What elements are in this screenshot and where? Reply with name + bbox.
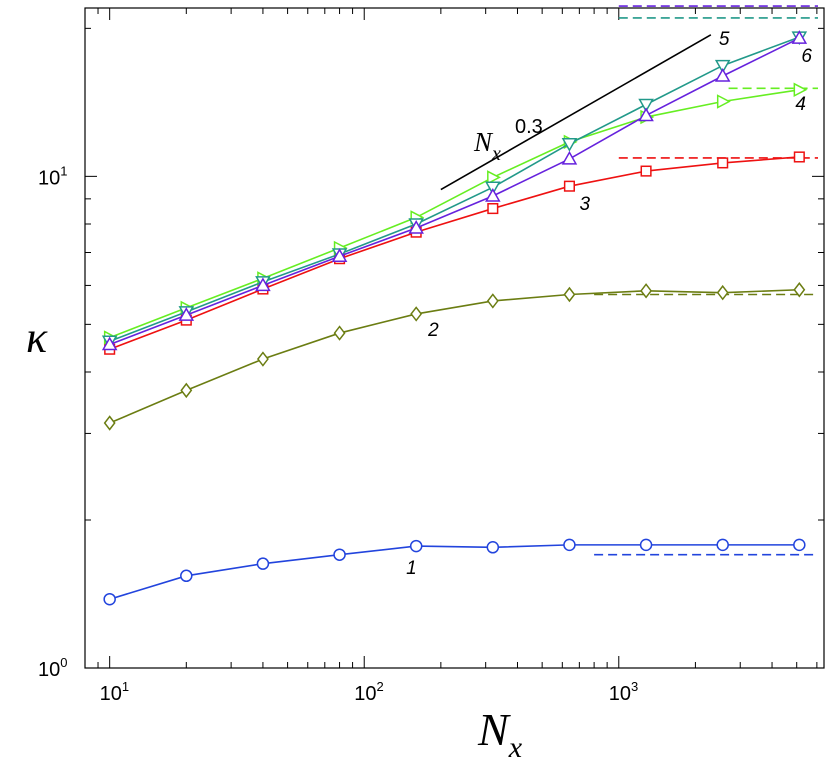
data-point-series-5 xyxy=(714,59,731,74)
data-point-series-2 xyxy=(333,325,346,341)
series-1 xyxy=(103,538,806,606)
data-point-series-1 xyxy=(333,548,346,561)
data-point-series-3 xyxy=(793,151,805,163)
data-point-series-2 xyxy=(563,286,576,303)
x-tick-label: 102 xyxy=(354,679,383,705)
series-2 xyxy=(103,282,806,431)
x-axis-label-symbol: N xyxy=(477,704,511,755)
data-point-series-3 xyxy=(717,157,729,169)
data-point-series-1 xyxy=(409,539,423,553)
series-line-6 xyxy=(109,37,800,346)
data-point-series-1 xyxy=(793,538,806,552)
curve-label-1: 1 xyxy=(406,558,417,579)
curve-label-6: 6 xyxy=(801,46,812,67)
series-5 xyxy=(101,31,808,350)
x-axis-label-subscript: x xyxy=(508,731,523,764)
slope-annotation-exponent: 0.3 xyxy=(515,116,543,138)
data-point-series-1 xyxy=(563,538,576,552)
y-tick-base: 10 xyxy=(38,167,60,189)
x-tick-base: 10 xyxy=(609,683,631,705)
data-point-series-2 xyxy=(103,415,116,431)
curve-label-2: 2 xyxy=(427,320,439,341)
data-point-series-2 xyxy=(793,282,806,298)
data-point-series-3 xyxy=(487,203,499,215)
y-tick-base: 10 xyxy=(38,659,60,681)
data-point-series-6 xyxy=(178,307,195,321)
series-line-5 xyxy=(109,36,800,342)
data-point-series-1 xyxy=(486,541,500,554)
slope-annotation-subscript: x xyxy=(491,143,501,165)
y-tick-exponent: 0 xyxy=(60,655,67,670)
x-tick-label: 101 xyxy=(100,679,129,705)
series-line-2 xyxy=(109,288,800,424)
curve-label-4: 4 xyxy=(795,94,806,115)
data-point-series-6 xyxy=(331,248,348,262)
data-point-series-2 xyxy=(640,283,653,299)
data-point-series-6 xyxy=(255,277,271,292)
series-line-4 xyxy=(109,88,800,339)
data-point-series-6 xyxy=(408,220,424,234)
data-point-series-2 xyxy=(486,293,499,309)
data-point-series-1 xyxy=(716,538,729,552)
series-4 xyxy=(103,82,808,345)
data-point-series-4 xyxy=(487,170,501,185)
curve-label-5: 5 xyxy=(719,29,730,50)
data-point-series-2 xyxy=(410,306,423,322)
data-point-series-2 xyxy=(716,284,729,301)
tick-group xyxy=(84,8,824,669)
data-point-series-1 xyxy=(103,592,116,606)
x-tick-exponent: 3 xyxy=(631,679,638,694)
data-point-series-2 xyxy=(180,382,193,399)
data-point-series-6 xyxy=(638,107,654,122)
data-point-series-3 xyxy=(563,180,575,192)
data-point-series-2 xyxy=(256,351,269,367)
slope-guide-line xyxy=(440,34,712,191)
data-point-series-1 xyxy=(639,538,653,552)
y-tick-label: 101 xyxy=(38,163,67,189)
y-axis-label: κ xyxy=(26,313,48,362)
data-point-series-5 xyxy=(638,98,654,113)
slope-annotation-symbol: N xyxy=(473,127,494,157)
data-point-series-1 xyxy=(180,569,193,583)
data-point-series-4 xyxy=(793,82,808,98)
x-tick-label: 103 xyxy=(609,679,638,705)
series-line-1 xyxy=(109,544,800,600)
y-tick-label: 100 xyxy=(38,655,67,681)
data-point-series-6 xyxy=(101,336,118,351)
data-point-series-5 xyxy=(561,137,578,152)
asymptote-group xyxy=(594,5,818,556)
series-group xyxy=(101,30,808,606)
curve-label-3: 3 xyxy=(579,194,590,215)
data-point-series-4 xyxy=(716,94,731,109)
x-tick-exponent: 1 xyxy=(122,679,129,694)
data-point-series-6 xyxy=(561,150,578,165)
data-point-series-1 xyxy=(256,557,270,570)
x-tick-base: 10 xyxy=(354,683,376,705)
annotation-group: Nx 0.3 xyxy=(440,34,712,191)
series-6 xyxy=(101,30,808,351)
series-line-3 xyxy=(109,156,800,350)
data-point-series-3 xyxy=(640,165,652,177)
plot-frame xyxy=(84,7,825,669)
x-axis-label: Nx xyxy=(477,704,523,764)
x-tick-exponent: 2 xyxy=(376,679,383,694)
x-tick-base: 10 xyxy=(100,683,122,705)
data-point-series-6 xyxy=(791,30,808,44)
slope-annotation: Nx xyxy=(473,127,501,165)
data-point-series-6 xyxy=(714,67,731,82)
data-point-series-6 xyxy=(485,187,501,202)
y-tick-exponent: 1 xyxy=(60,163,67,178)
